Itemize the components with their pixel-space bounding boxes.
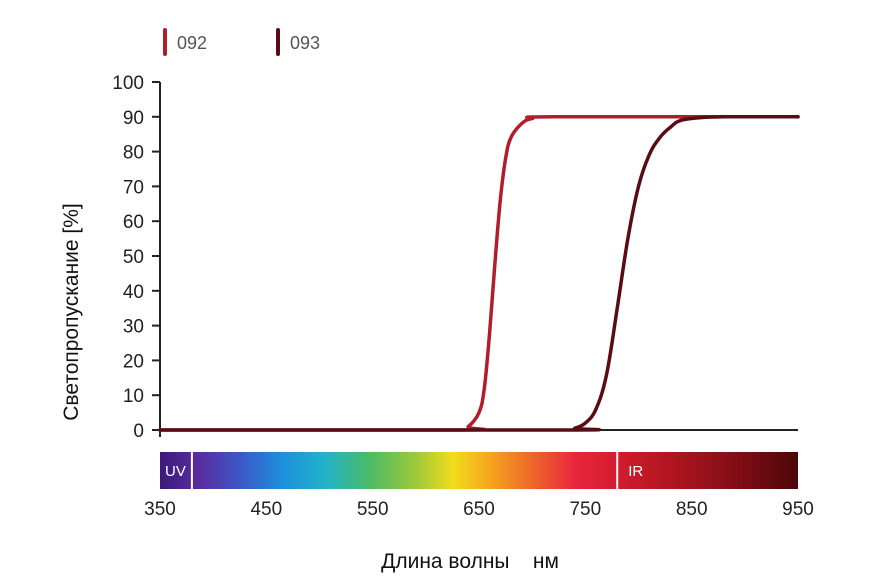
y-tick-label: 10 — [123, 386, 144, 407]
x-tick-label: 850 — [676, 499, 708, 520]
legend-swatch-093 — [276, 28, 280, 56]
y-tick-label: 40 — [123, 282, 144, 303]
y-tick-label: 60 — [123, 212, 144, 233]
x-tick-label: 650 — [463, 499, 495, 520]
y-axis-title: Светопропускание [%] — [60, 203, 83, 421]
x-tick-label: 550 — [357, 499, 389, 520]
x-tick-label: 950 — [782, 499, 814, 520]
x-tick-label: 750 — [569, 499, 601, 520]
y-tick-label: 100 — [112, 73, 144, 94]
y-tick-label: 30 — [123, 317, 144, 338]
legend-label-093: 093 — [290, 33, 320, 53]
y-tick-label: 90 — [123, 108, 144, 129]
y-tick-label: 50 — [123, 247, 144, 268]
y-tick-label: 70 — [123, 177, 144, 198]
y-tick-label: 80 — [123, 143, 144, 164]
y-axis: 0 10 20 30 40 50 60 70 80 90 100 — [112, 73, 161, 442]
y-tick-label: 20 — [123, 351, 144, 372]
legend: 092 093 — [163, 28, 320, 56]
series-line-093 — [158, 115, 800, 432]
legend-swatch-092 — [163, 28, 167, 56]
y-tick-label: 0 — [133, 421, 144, 442]
series-lines — [158, 115, 800, 432]
legend-label-092: 092 — [177, 33, 207, 53]
uv-label: UV — [165, 463, 186, 480]
series-line-092 — [158, 115, 800, 432]
x-tick-label: 450 — [250, 499, 282, 520]
x-axis-title: Длина волны нм — [381, 550, 559, 573]
ir-label: IR — [628, 463, 643, 480]
spectrum-band: UV IR — [160, 452, 798, 489]
x-tick-label: 350 — [144, 499, 176, 520]
spectrum-gradient-bar — [160, 452, 798, 489]
